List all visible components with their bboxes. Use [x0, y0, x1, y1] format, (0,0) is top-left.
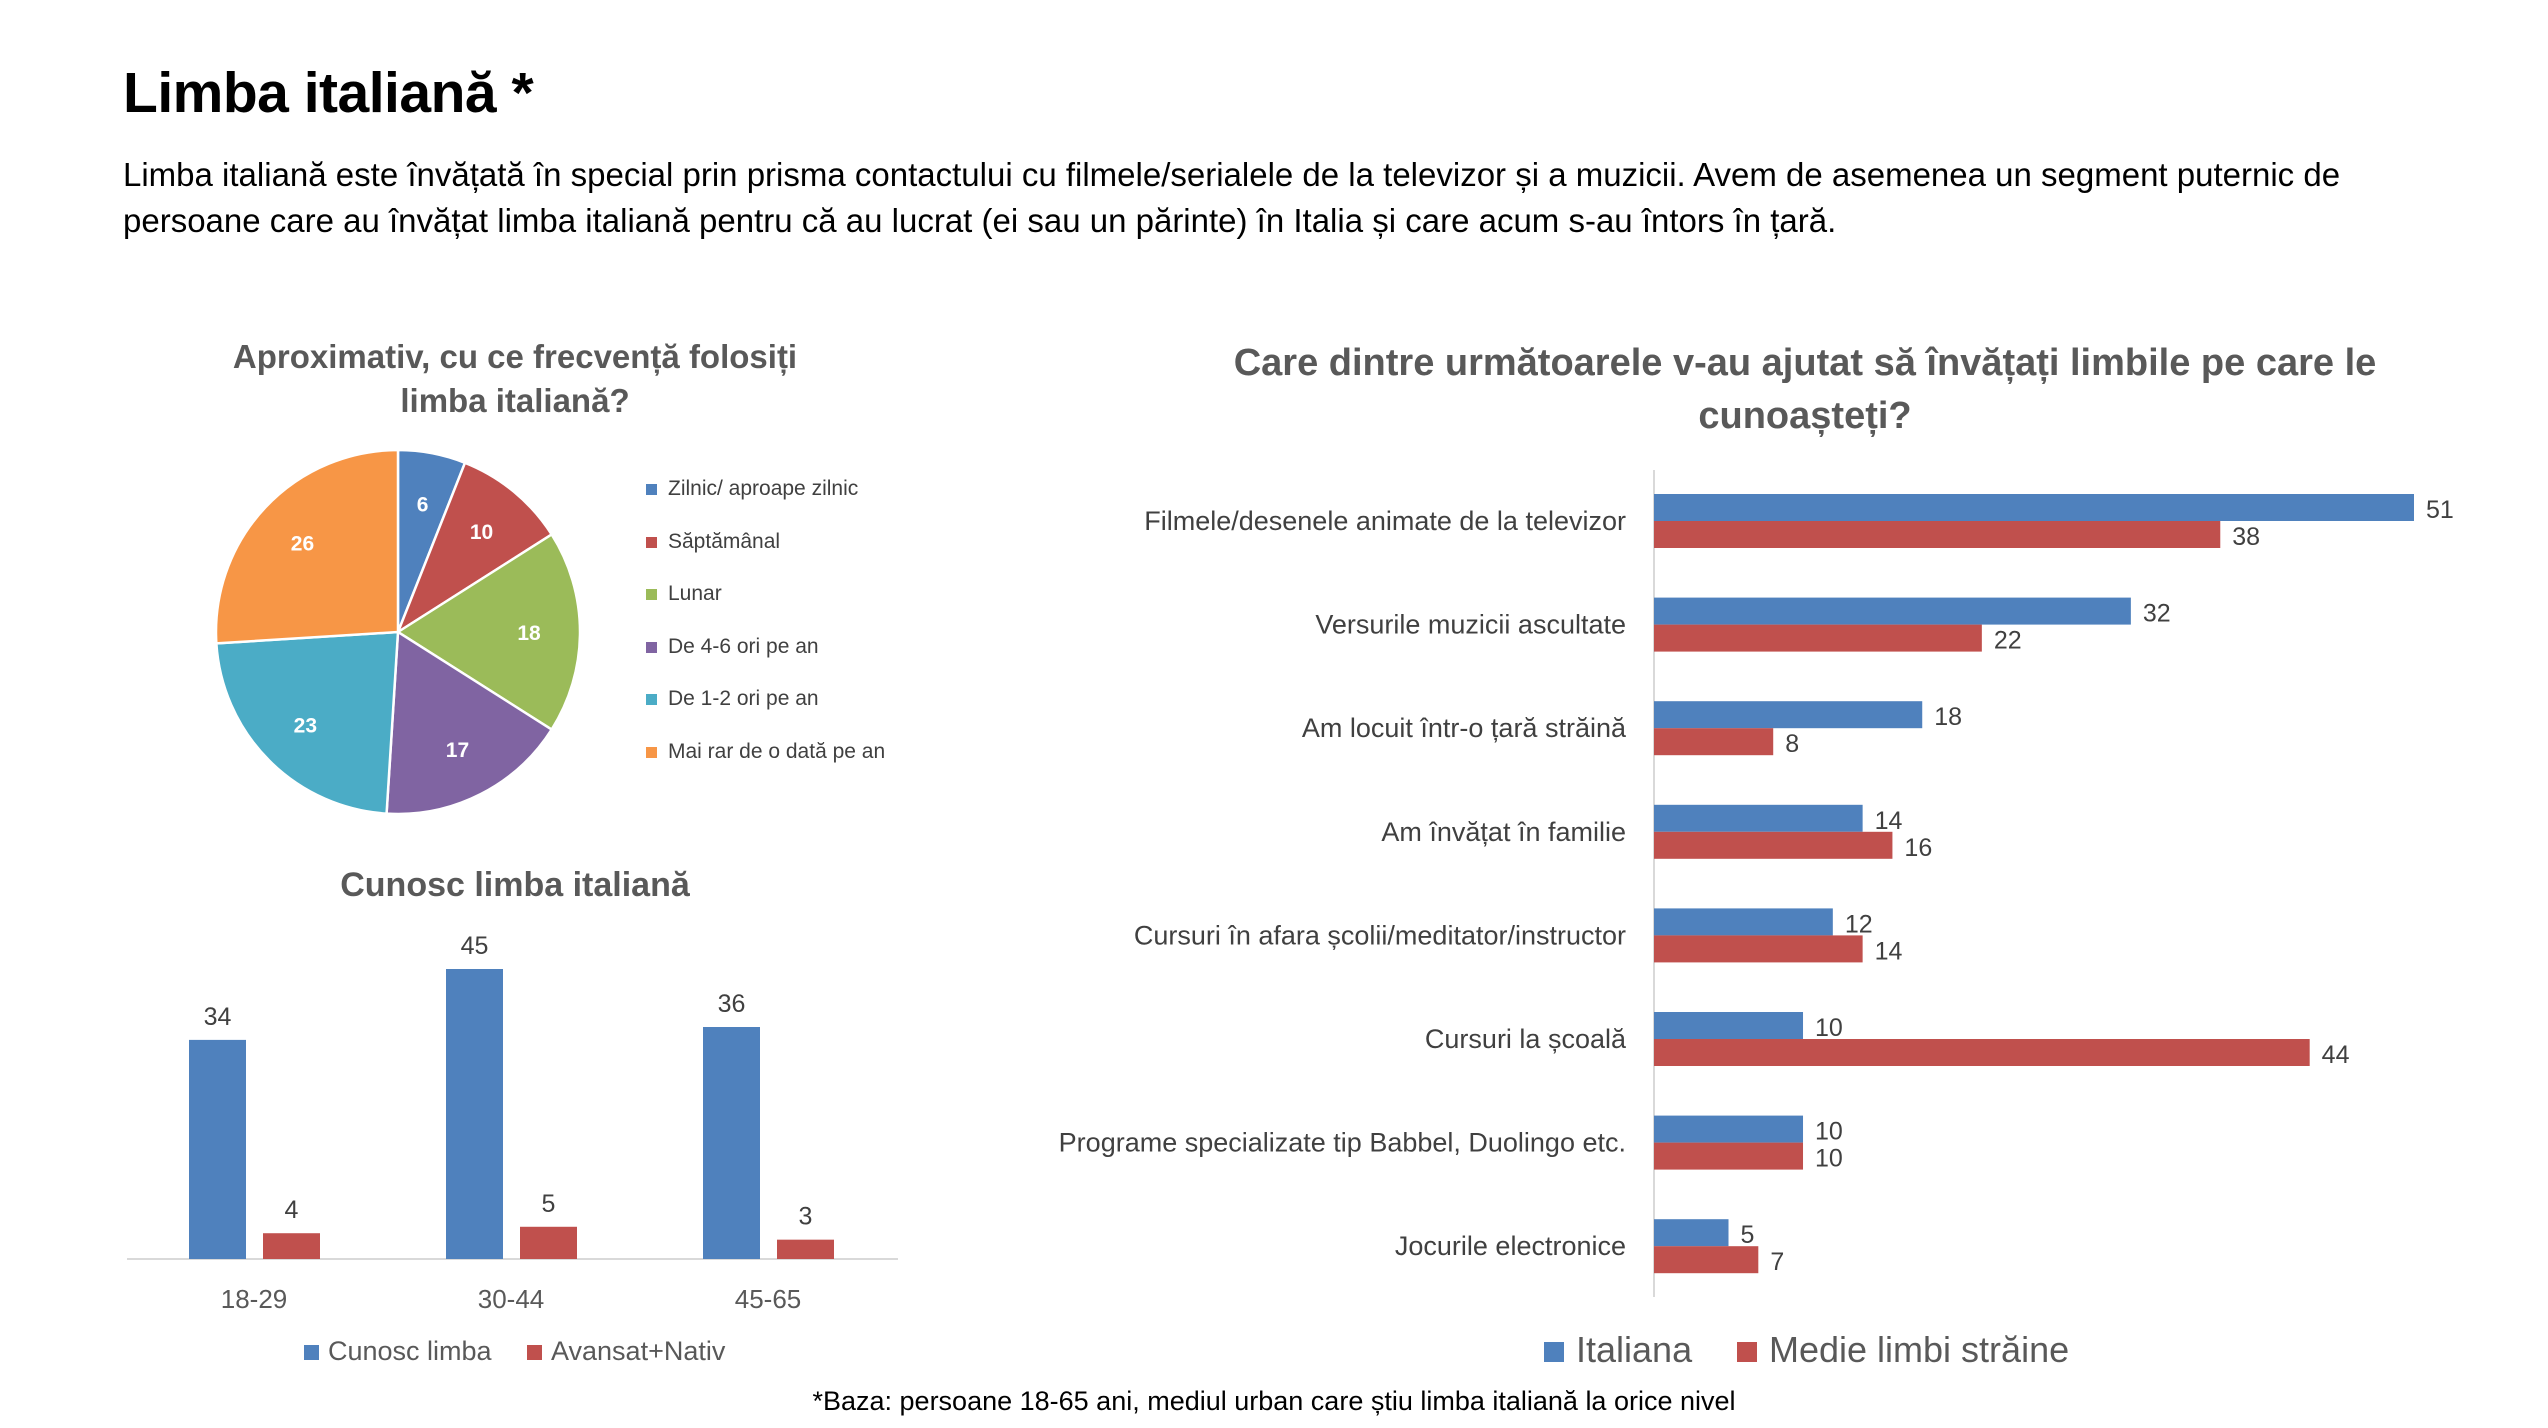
pie-slice-label: 26 — [291, 532, 314, 555]
legend-swatch — [646, 746, 657, 758]
horizontal-bar — [1654, 1246, 1759, 1274]
column-bar — [703, 1027, 760, 1259]
legend-swatch — [646, 536, 657, 548]
legend-swatch — [1737, 1342, 1757, 1362]
horizontal-bar — [1654, 494, 2414, 521]
horizontal-bar — [1654, 1115, 1804, 1143]
page-title: Limba italiană * — [123, 61, 534, 125]
horizontal-bar — [1654, 1142, 1804, 1170]
horizontal-bar-value: 7 — [1770, 1248, 1784, 1276]
bar-category-label: Filmele/desenele animate de la televizor — [1144, 506, 1626, 536]
horizontal-bar — [1654, 1039, 2310, 1066]
horizontal-bar — [1654, 521, 2221, 548]
column-bar-value: 45 — [461, 932, 489, 960]
horizontal-bar-value: 5 — [1741, 1221, 1755, 1249]
horizontal-bar-value: 8 — [1785, 730, 1799, 758]
horizontal-bar-value: 22 — [1994, 627, 2022, 655]
horizontal-bar-value: 14 — [1875, 807, 1903, 835]
pie-slice — [395, 532, 582, 732]
horizontal-bar — [1654, 908, 1833, 936]
horizontal-bar — [1654, 624, 1982, 652]
horizontal-bar-value: 10 — [1815, 1118, 1843, 1146]
bar-category-label: Jocurile electronice — [1395, 1231, 1626, 1261]
bar-category-label: Versurile muzicii ascultate — [1315, 610, 1626, 640]
horizontal-bar — [1654, 701, 1923, 729]
footnote: *Baza: persoane 18-65 ani, mediul urban … — [812, 1386, 1736, 1416]
horizontal-bar — [1654, 831, 1893, 859]
bar-category-label: Am învățat în familie — [1381, 817, 1626, 847]
legend-label: Cunosc limba — [328, 1336, 492, 1366]
column-bar — [520, 1226, 577, 1259]
column-bar — [777, 1239, 834, 1259]
horizontal-bar-value: 38 — [2232, 523, 2260, 551]
column-category-label: 45-65 — [735, 1284, 802, 1314]
pie-slice — [215, 630, 400, 815]
column-bar-value: 36 — [718, 990, 746, 1018]
column-bar — [446, 969, 503, 1259]
intro-paragraph: Limba italiană este învățată în special … — [123, 156, 2341, 239]
column-chart-title: Cunosc limba italiană — [340, 866, 690, 904]
legend-swatch — [527, 1345, 542, 1360]
legend-swatch — [646, 694, 657, 705]
legend-label: Lunar — [668, 582, 722, 605]
column-bar-value: 5 — [542, 1190, 556, 1218]
bar-chart-title: Care dintre următoarele v-au ajutat să î… — [1233, 342, 2377, 437]
legend-label: De 1-2 ori pe an — [668, 687, 819, 710]
legend-swatch — [646, 484, 657, 495]
legend-label: Italiana — [1576, 1329, 1693, 1370]
bar-category-label: Cursuri în afara școlii/meditator/instru… — [1134, 920, 1626, 950]
bar-category-label: Cursuri la școală — [1425, 1024, 1627, 1054]
legend-label: Avansat+Nativ — [551, 1336, 726, 1366]
pie-chart-title: Aproximativ, cu ce frecvență folosiți li… — [232, 338, 798, 419]
legend-label: De 4-6 ori pe an — [668, 634, 819, 658]
bar-category-label: Programe specializate tip Babbel, Duolin… — [1059, 1128, 1626, 1158]
horizontal-bar — [1654, 804, 1863, 832]
horizontal-bar — [1654, 597, 2131, 625]
horizontal-bar — [1654, 1219, 1729, 1247]
pie-slice — [214, 448, 400, 645]
column-bar-value: 4 — [285, 1196, 299, 1224]
pie-slice — [395, 461, 554, 636]
horizontal-bar-value: 51 — [2426, 496, 2454, 524]
horizontal-bar-value: 12 — [1845, 910, 1873, 938]
horizontal-bar — [1654, 728, 1774, 756]
legend-swatch — [646, 641, 657, 653]
column-bar-value: 3 — [799, 1203, 813, 1231]
horizontal-bar-value: 10 — [1815, 1145, 1843, 1173]
legend-swatch — [646, 589, 657, 600]
horizontal-bar-value: 10 — [1815, 1014, 1843, 1042]
horizontal-bar — [1654, 935, 1863, 963]
horizontal-bar-value: 14 — [1875, 937, 1903, 965]
pie-slice-label: 23 — [294, 715, 317, 738]
column-category-label: 18-29 — [221, 1284, 288, 1314]
column-category-label: 30-44 — [478, 1284, 545, 1314]
legend-swatch — [1544, 1342, 1564, 1362]
pie-slice-label: 17 — [446, 739, 469, 762]
pie-slice-label: 10 — [470, 521, 493, 544]
bar-category-label: Am locuit într-o țară străină — [1302, 713, 1627, 743]
legend-label: Săptămânal — [668, 529, 781, 553]
legend-label: Zilnic/ aproape zilnic — [668, 477, 859, 500]
horizontal-bar — [1654, 1012, 1804, 1039]
pie-slice-label: 6 — [417, 493, 429, 516]
horizontal-bar-value: 16 — [1904, 834, 1932, 862]
legend-label: Mai rar de o dată pe an — [668, 739, 886, 763]
horizontal-bar-value: 18 — [1934, 703, 1962, 731]
legend-label: Medie limbi străine — [1769, 1329, 2070, 1370]
column-bar-value: 34 — [204, 1003, 232, 1031]
pie-slice — [385, 629, 554, 816]
legend-swatch — [304, 1345, 319, 1360]
column-bar — [189, 1039, 246, 1259]
horizontal-bar-value: 44 — [2322, 1041, 2350, 1069]
horizontal-bar-value: 32 — [2143, 600, 2171, 628]
column-bar — [263, 1233, 320, 1259]
pie-slice-label: 18 — [517, 622, 541, 645]
